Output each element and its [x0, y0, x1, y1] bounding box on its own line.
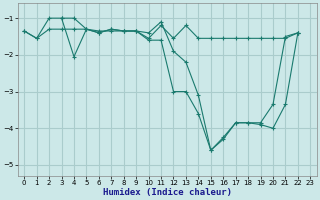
X-axis label: Humidex (Indice chaleur): Humidex (Indice chaleur): [103, 188, 232, 197]
